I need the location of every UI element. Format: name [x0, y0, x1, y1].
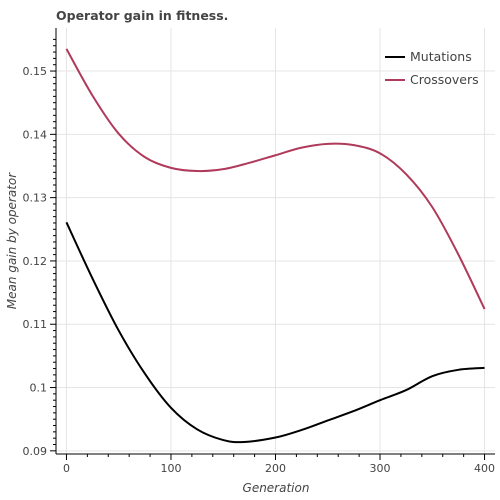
series-line-crossovers: [65, 48, 486, 310]
y-tick-label: 0.15: [23, 65, 48, 78]
legend: Mutations Crossovers: [385, 49, 479, 87]
y-tick-label: 0.13: [23, 192, 48, 205]
x-tick-label: 100: [160, 462, 181, 475]
series-lines: [65, 48, 486, 444]
x-tick-label: 400: [474, 462, 495, 475]
y-axis-label: Mean gain by operator: [5, 172, 19, 309]
x-tick-label: 0: [63, 462, 70, 475]
y-tick-label: 0.1: [30, 382, 48, 395]
series-line-mutations: [65, 221, 485, 444]
y-tick-label: 0.12: [23, 255, 48, 268]
legend-label-mutations: Mutations: [410, 49, 472, 64]
y-tick-label: 0.14: [23, 128, 48, 141]
chart-title: Operator gain in fitness.: [56, 8, 228, 23]
x-tick-label: 200: [265, 462, 286, 475]
y-tick-label: 0.11: [23, 318, 48, 331]
legend-label-crossovers: Crossovers: [410, 72, 479, 87]
y-tick-label: 0.09: [23, 445, 48, 458]
x-axis-label: Generation: [243, 481, 310, 495]
gridlines: [56, 28, 495, 454]
axes: 0 100 200 300 400 0.09 0.1 0.11 0.12 0.13 0.14 0.15: [23, 28, 495, 475]
x-tick-label: 300: [370, 462, 391, 475]
